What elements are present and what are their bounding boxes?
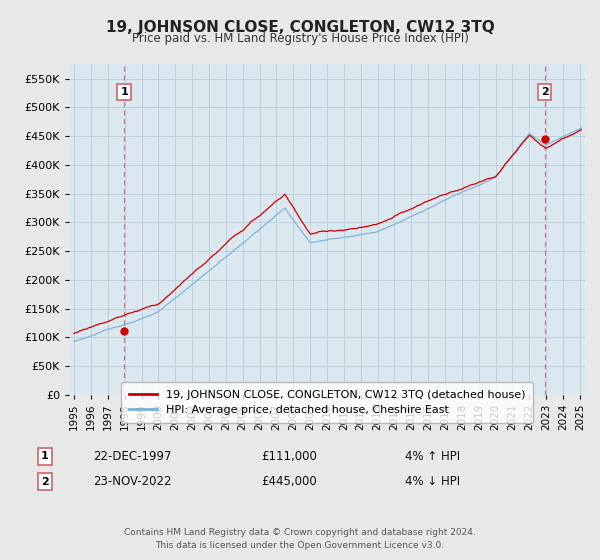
Text: 22-DEC-1997: 22-DEC-1997 bbox=[93, 450, 172, 463]
Text: 2: 2 bbox=[41, 477, 49, 487]
Text: £111,000: £111,000 bbox=[261, 450, 317, 463]
Legend: 19, JOHNSON CLOSE, CONGLETON, CW12 3TQ (detached house), HPI: Average price, det: 19, JOHNSON CLOSE, CONGLETON, CW12 3TQ (… bbox=[121, 382, 533, 423]
Text: 2: 2 bbox=[541, 87, 548, 97]
Text: 23-NOV-2022: 23-NOV-2022 bbox=[93, 475, 172, 488]
Text: 4% ↑ HPI: 4% ↑ HPI bbox=[405, 450, 460, 463]
Text: 1: 1 bbox=[120, 87, 128, 97]
Text: 4% ↓ HPI: 4% ↓ HPI bbox=[405, 475, 460, 488]
Text: Price paid vs. HM Land Registry's House Price Index (HPI): Price paid vs. HM Land Registry's House … bbox=[131, 32, 469, 45]
Text: £445,000: £445,000 bbox=[261, 475, 317, 488]
Text: 19, JOHNSON CLOSE, CONGLETON, CW12 3TQ: 19, JOHNSON CLOSE, CONGLETON, CW12 3TQ bbox=[106, 20, 494, 35]
Text: Contains HM Land Registry data © Crown copyright and database right 2024.
This d: Contains HM Land Registry data © Crown c… bbox=[124, 529, 476, 550]
Text: 1: 1 bbox=[41, 451, 49, 461]
